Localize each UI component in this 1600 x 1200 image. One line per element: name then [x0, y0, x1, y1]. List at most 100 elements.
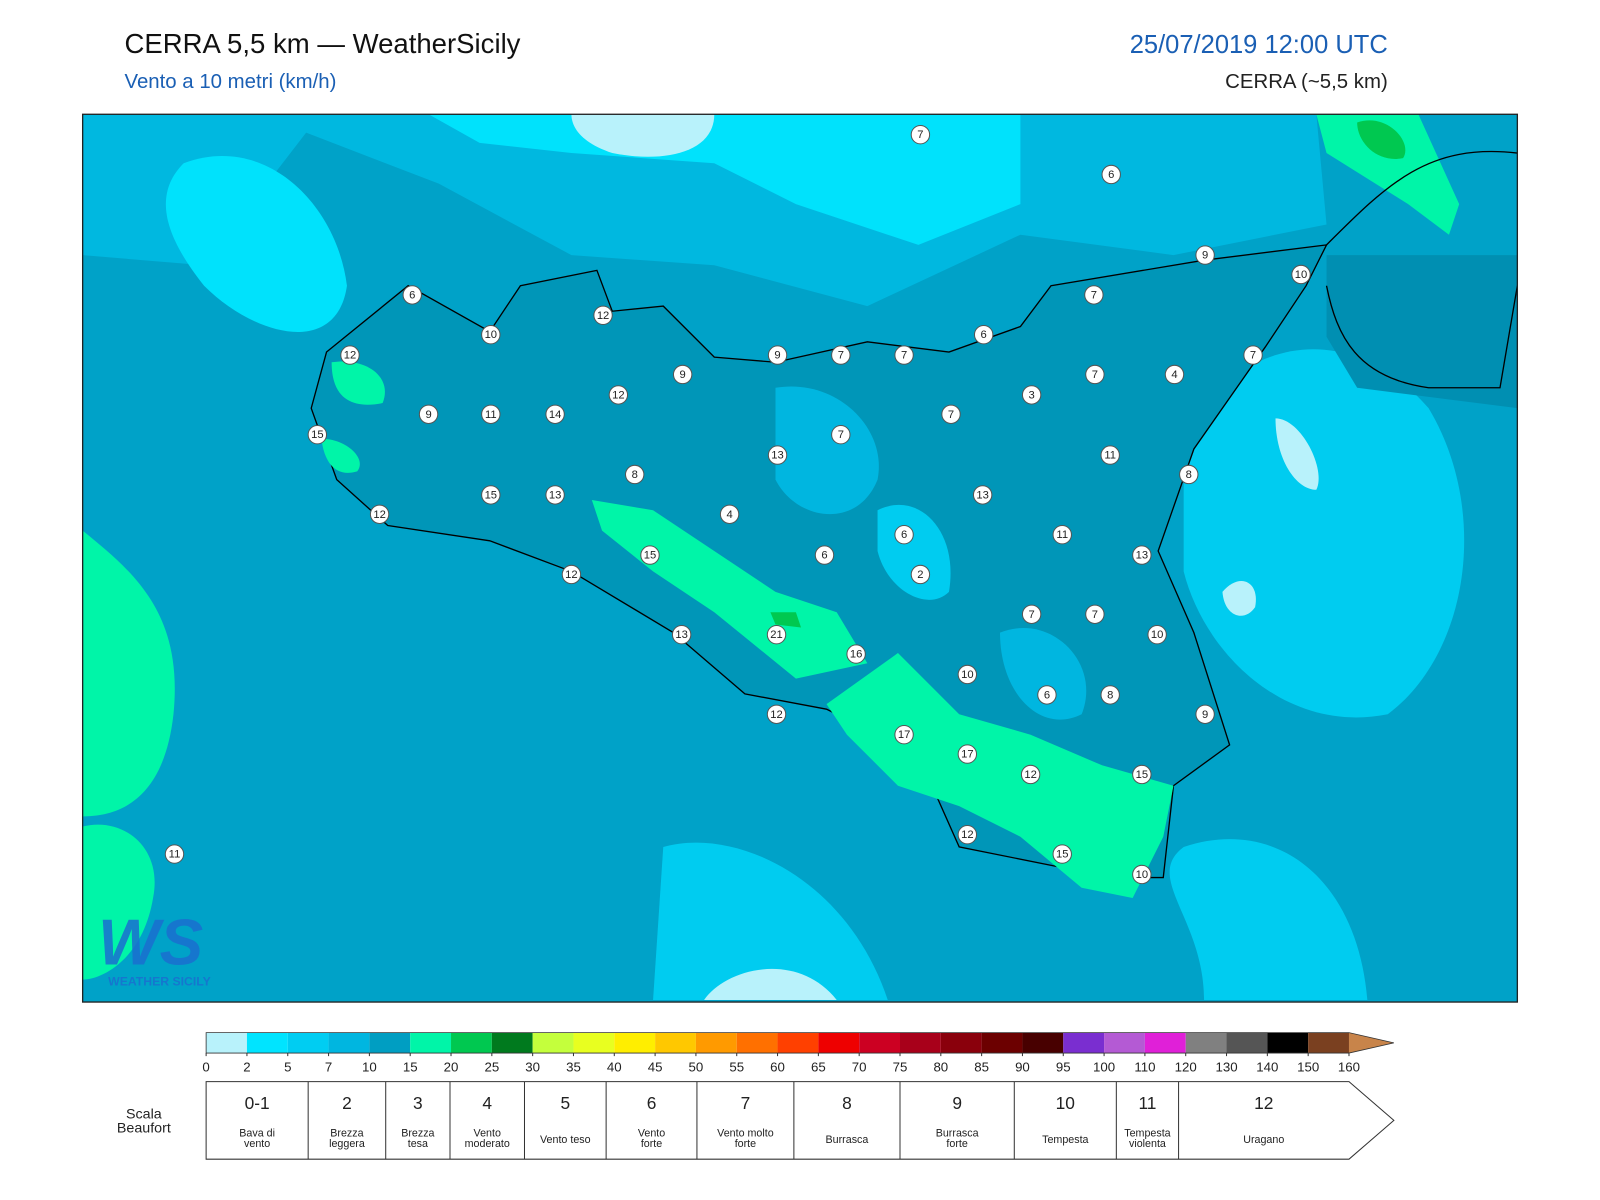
- colorbar-tick-label: 140: [1256, 1059, 1278, 1074]
- station-marker: [973, 325, 994, 345]
- beaufort-label: Vento: [638, 1128, 665, 1140]
- station-value: 7: [838, 429, 844, 441]
- station-value: 15: [644, 550, 656, 562]
- beaufort-label: Tempesta: [1042, 1134, 1088, 1146]
- station-marker: [1100, 445, 1120, 465]
- station-value: 12: [373, 509, 385, 521]
- beaufort-number: 3: [413, 1093, 423, 1113]
- colorbar-tick-label: 7: [325, 1059, 332, 1074]
- beaufort-number: 12: [1254, 1093, 1273, 1113]
- station-value: 10: [485, 329, 497, 341]
- beaufort-label: Burrasca: [826, 1134, 869, 1146]
- colorbar-tick-label: 45: [648, 1059, 663, 1074]
- beaufort-title: Beaufort: [117, 1121, 171, 1137]
- station-marker: [814, 545, 835, 565]
- station-marker: [608, 385, 629, 405]
- beaufort-number: 5: [560, 1093, 570, 1113]
- station-value: 7: [1091, 289, 1097, 301]
- station-value: 6: [409, 289, 415, 301]
- beaufort-label: Tempesta: [1124, 1128, 1170, 1140]
- station-marker: [910, 125, 931, 145]
- colorbar-tick-label: 85: [974, 1059, 989, 1074]
- station-marker: [894, 345, 914, 365]
- station-marker: [831, 425, 851, 445]
- beaufort-number: 8: [842, 1093, 852, 1113]
- station-marker: [957, 744, 978, 764]
- logo-mark: WS: [98, 905, 203, 978]
- station-value: 9: [1202, 250, 1208, 262]
- wind-zone: [1275, 418, 1319, 490]
- colorbar-segment: [573, 1032, 615, 1054]
- wind-zone: [877, 504, 951, 600]
- station-marker: [767, 345, 788, 365]
- station-value: 12: [961, 829, 973, 841]
- colorbar-segment: [777, 1032, 819, 1054]
- station-value: 7: [901, 350, 907, 362]
- station-marker: [941, 404, 961, 424]
- logo-caption: WEATHER SICILY: [108, 975, 211, 989]
- wind-zone: [1316, 114, 1460, 235]
- beaufort-label: leggera: [329, 1138, 365, 1150]
- station-value: 17: [898, 729, 910, 741]
- station-marker: [640, 545, 660, 565]
- colorbar-tick-label: 25: [484, 1059, 499, 1074]
- colorbar-segment: [1022, 1032, 1064, 1054]
- wind-zone: [165, 156, 347, 332]
- colorbar-segment: [328, 1032, 370, 1054]
- beaufort-label: Vento teso: [540, 1134, 591, 1146]
- colorbar-segment: [532, 1032, 574, 1054]
- colorbar-tick-label: 80: [933, 1059, 948, 1074]
- beaufort-number: 2: [342, 1093, 352, 1113]
- station-marker: [307, 425, 328, 445]
- beaufort-number: 7: [741, 1093, 751, 1113]
- station-value: 11: [1056, 529, 1068, 541]
- beaufort-label: tesa: [408, 1138, 428, 1150]
- station-marker: [1085, 364, 1105, 385]
- station-marker: [1100, 685, 1120, 705]
- beaufort-label: Vento molto: [717, 1128, 774, 1140]
- station-marker: [1132, 545, 1152, 565]
- colorbar-tick-label: 100: [1093, 1059, 1115, 1074]
- colorbar-segment: [1226, 1032, 1268, 1054]
- station-value: 10: [961, 669, 973, 681]
- map-field: [82, 114, 1518, 1003]
- colorbar-segment: [655, 1032, 696, 1054]
- station-marker: [1085, 604, 1105, 624]
- colorbar-tick-label: 70: [852, 1059, 867, 1074]
- station-marker: [369, 504, 390, 524]
- wind-zone: [704, 968, 837, 1000]
- wind-zone: [1222, 580, 1256, 616]
- beaufort-outline: [205, 1081, 1395, 1160]
- colorbar-segment: [736, 1032, 778, 1054]
- station-value: 8: [1107, 689, 1113, 701]
- station-marker: [164, 844, 185, 864]
- colorbar-segment: [940, 1032, 982, 1054]
- colorbar-tick-label: 5: [284, 1059, 291, 1074]
- station-value: 4: [726, 509, 732, 521]
- station-value: 21: [770, 629, 782, 641]
- station-marker: [957, 825, 978, 845]
- station-value: 17: [961, 749, 973, 761]
- colorbar-tick-label: 30: [525, 1059, 540, 1074]
- beaufort-number: 0-1: [245, 1093, 270, 1113]
- station-marker: [831, 345, 851, 365]
- beaufort-label: vento: [244, 1138, 270, 1150]
- station-value: 12: [1024, 769, 1036, 781]
- colorbar-segment: [818, 1032, 860, 1054]
- station-marker: [1020, 764, 1041, 785]
- logo: WS WEATHER SICILY: [98, 905, 211, 988]
- beaufort-label: Uragano: [1243, 1134, 1284, 1146]
- station-marker: [1195, 245, 1215, 265]
- wind-zone: [826, 653, 1174, 898]
- colorbar-tick-label: 150: [1297, 1059, 1319, 1074]
- station-marker: [766, 625, 787, 645]
- colorbar-tick-label: 90: [1015, 1059, 1030, 1074]
- station-value: 12: [770, 709, 782, 721]
- station-marker: [418, 404, 439, 424]
- colorbar-segment: [859, 1032, 900, 1054]
- beaufort-label: Vento: [474, 1128, 501, 1140]
- station-marker: [846, 644, 866, 664]
- station-marker: [766, 704, 787, 724]
- station-value: 13: [1136, 550, 1148, 562]
